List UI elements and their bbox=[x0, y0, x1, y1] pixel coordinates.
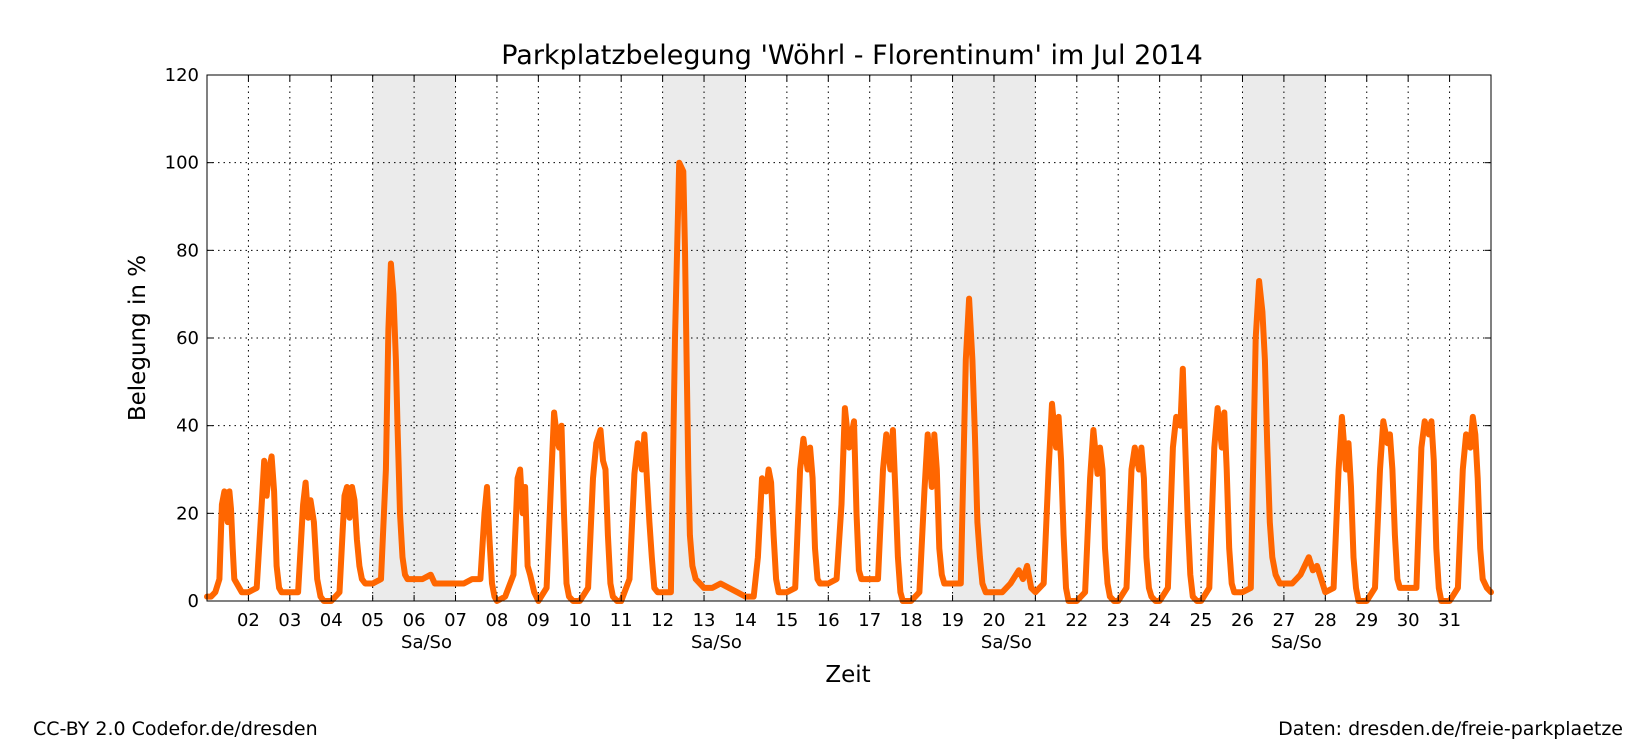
x-tick-label: 27 bbox=[1272, 610, 1295, 631]
x-tick-label: 17 bbox=[858, 610, 881, 631]
x-tick-label: 24 bbox=[1148, 610, 1171, 631]
x-tick-label: 04 bbox=[320, 610, 343, 631]
y-tick-label: 40 bbox=[176, 416, 199, 437]
x-tick-label: 02 bbox=[237, 610, 260, 631]
weekend-label: Sa/So bbox=[981, 632, 1032, 653]
chart-title: Parkplatzbelegung 'Wöhrl - Florentinum' … bbox=[501, 40, 1203, 71]
weekend-label: Sa/So bbox=[1271, 632, 1322, 653]
data-source-note: Daten: dresden.de/freie-parkplaetze bbox=[1278, 718, 1623, 740]
x-tick-label: 22 bbox=[1065, 610, 1088, 631]
x-tick-label: 31 bbox=[1438, 610, 1461, 631]
occupancy-line bbox=[204, 159, 1494, 604]
x-tick-label: 21 bbox=[1024, 610, 1047, 631]
x-tick-label: 16 bbox=[817, 610, 840, 631]
x-tick-label: 29 bbox=[1355, 610, 1378, 631]
y-axis-label: Belegung in % bbox=[125, 255, 151, 421]
x-tick-label: 14 bbox=[734, 610, 757, 631]
x-tick-label: 05 bbox=[361, 610, 384, 631]
y-tick-label: 80 bbox=[176, 240, 199, 261]
x-tick-label: 25 bbox=[1190, 610, 1213, 631]
weekend-label: Sa/So bbox=[691, 632, 742, 653]
x-tick-label: 11 bbox=[610, 610, 633, 631]
x-tick-label: 18 bbox=[900, 610, 923, 631]
series-line bbox=[204, 159, 1494, 604]
x-tick-label: 15 bbox=[775, 610, 798, 631]
x-tick-label: 12 bbox=[651, 610, 674, 631]
x-tick-label: 26 bbox=[1231, 610, 1254, 631]
x-tick-label: 07 bbox=[444, 610, 467, 631]
x-tick-label: 19 bbox=[941, 610, 964, 631]
y-tick-label: 0 bbox=[188, 591, 199, 612]
y-tick-label: 60 bbox=[176, 328, 199, 349]
weekend-label: Sa/So bbox=[401, 632, 452, 653]
x-tick-label: 09 bbox=[527, 610, 550, 631]
x-tick-label: 28 bbox=[1314, 610, 1337, 631]
license-note: CC-BY 2.0 Codefor.de/dresden bbox=[33, 718, 318, 740]
x-tick-label: 10 bbox=[568, 610, 591, 631]
x-tick-label: 08 bbox=[485, 610, 508, 631]
x-tick-label: 20 bbox=[983, 610, 1006, 631]
x-tick-label: 30 bbox=[1397, 610, 1420, 631]
y-tick-label: 100 bbox=[165, 153, 199, 174]
x-tick-label: 03 bbox=[278, 610, 301, 631]
y-tick-label: 20 bbox=[176, 503, 199, 524]
y-tick-label: 120 bbox=[165, 65, 199, 86]
x-tick-label: 23 bbox=[1107, 610, 1130, 631]
axis-ticks: Sa/So Sa/So Sa/So Sa/So 0 20 40 60 80 100 120 02 03 0… bbox=[165, 65, 1491, 653]
x-axis-label: Zeit bbox=[825, 662, 870, 688]
x-tick-label: 06 bbox=[403, 610, 426, 631]
x-tick-label: 13 bbox=[693, 610, 716, 631]
